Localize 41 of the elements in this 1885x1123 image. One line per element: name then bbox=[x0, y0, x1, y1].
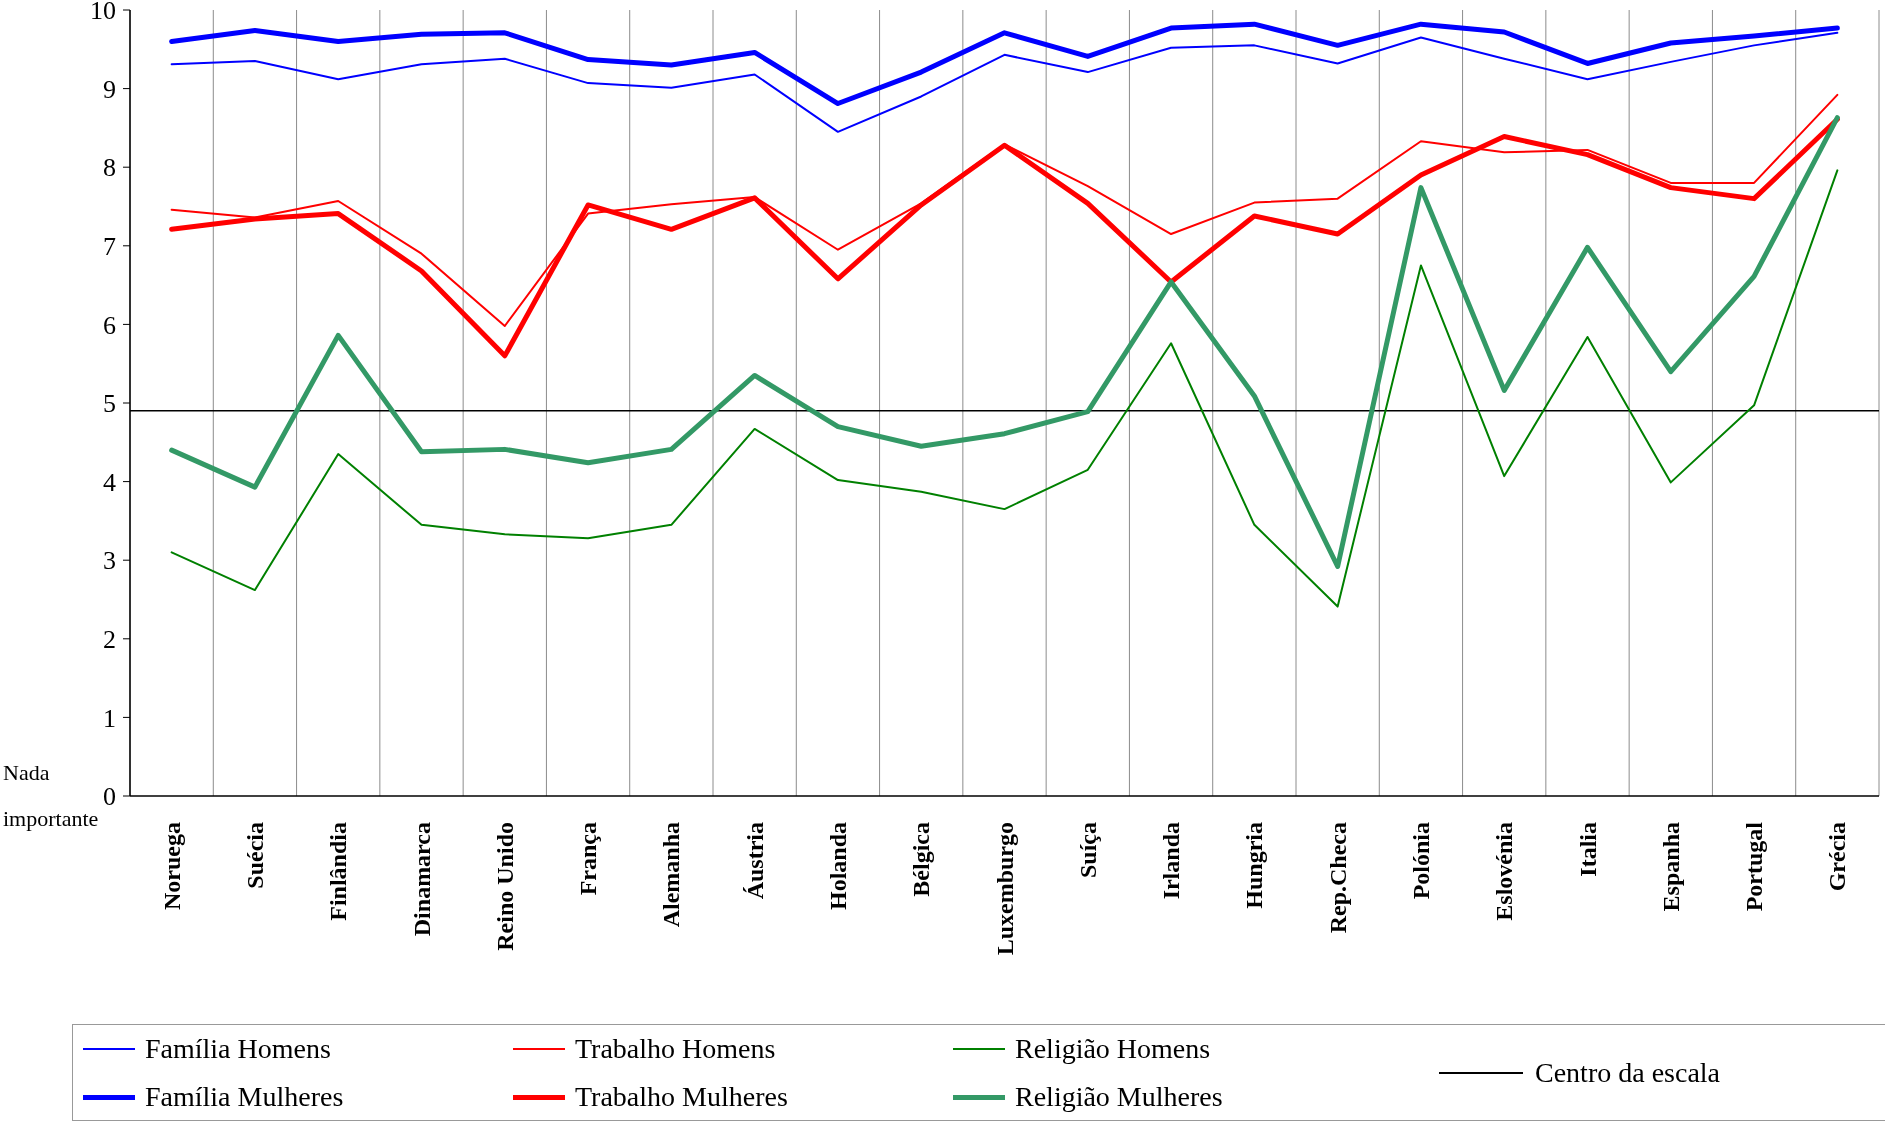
x-tick-label: Hungria bbox=[1241, 822, 1268, 909]
legend-label: Centro da escala bbox=[1535, 1057, 1721, 1089]
x-tick-label: Finlândia bbox=[325, 822, 352, 921]
x-tick-label: Dinamarca bbox=[408, 822, 435, 937]
x-tick-label: Italia bbox=[1574, 822, 1601, 877]
x-tick-label: Irlanda bbox=[1158, 822, 1185, 900]
y-tick-label: 6 bbox=[103, 310, 116, 340]
x-tick-label: Bélgica bbox=[908, 822, 935, 897]
x-tick-label: França bbox=[575, 822, 602, 896]
y-tick-label: 8 bbox=[103, 153, 116, 183]
x-tick-label: Portugal bbox=[1741, 821, 1768, 912]
line-series bbox=[170, 169, 1839, 608]
legend-label: Família Mulheres bbox=[145, 1081, 344, 1113]
legend-label: Família Homens bbox=[145, 1033, 331, 1065]
x-tick-label: Holanda bbox=[824, 822, 851, 911]
y-tick-label: 5 bbox=[103, 389, 116, 419]
y-tick-label: 4 bbox=[103, 467, 116, 497]
x-tick-label: Espanha bbox=[1657, 822, 1684, 912]
legend-label: Religião Mulheres bbox=[1015, 1081, 1223, 1113]
x-tick-label: Polónia bbox=[1407, 822, 1434, 900]
x-tick-label: Suíça bbox=[1074, 822, 1101, 879]
y-tick-label: 9 bbox=[103, 74, 116, 104]
legend-label: Trabalho Mulheres bbox=[575, 1081, 788, 1113]
y-tick-label: 3 bbox=[103, 546, 116, 576]
x-tick-label: Reino Unido bbox=[491, 822, 518, 951]
x-tick-label: Grécia bbox=[1824, 822, 1851, 892]
x-tick-label: Eslovénia bbox=[1491, 822, 1518, 921]
x-tick-label: Suécia bbox=[241, 822, 268, 889]
text: Nada importante bbox=[3, 759, 99, 833]
y-tick-label: 10 bbox=[90, 0, 116, 26]
legend-label: Trabalho Homens bbox=[575, 1033, 776, 1065]
y-tick-label: 1 bbox=[103, 703, 116, 733]
x-tick-label: Noruega bbox=[158, 822, 185, 910]
x-tick-label: Luxemburgo bbox=[991, 822, 1018, 956]
x-tick-label: Rep.Checa bbox=[1324, 822, 1351, 934]
y-tick-label: 0 bbox=[103, 782, 116, 812]
x-tick-label: Alemanha bbox=[658, 822, 685, 928]
x-tick-label: Áustria bbox=[741, 822, 768, 900]
y-tick-label: 2 bbox=[103, 625, 116, 655]
y-tick-label: 7 bbox=[103, 232, 116, 262]
legend-label: Religião Homens bbox=[1015, 1033, 1211, 1065]
